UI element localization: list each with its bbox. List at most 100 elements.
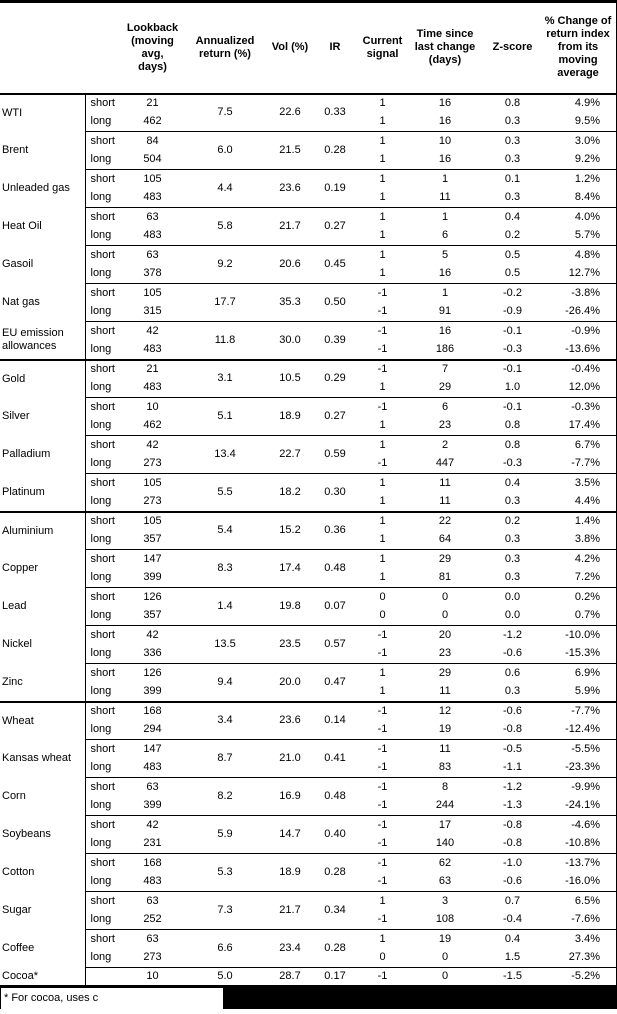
annualized-return-value: 9.2 — [180, 245, 270, 284]
signal-value: -1 — [360, 321, 405, 341]
signal-value: 1 — [379, 229, 386, 242]
ir-value: 0.57 — [310, 625, 360, 664]
signal-value: -1 — [377, 457, 388, 470]
ir-value: 0.19 — [310, 169, 360, 208]
annualized-return-value: 6.0 — [180, 131, 270, 170]
table-row: WTI short 21 7.5 22.6 0.33 1 16 0.8 4.9% — [0, 93, 617, 132]
signal-value: 1 — [360, 663, 405, 683]
time-since-value: 108 — [435, 913, 455, 926]
leg-label: short — [85, 131, 125, 151]
signal-value: 0 — [379, 951, 386, 964]
leg-label: long — [90, 457, 112, 470]
zscore-value: 0.0 — [504, 609, 521, 622]
lookback-value: 252 — [143, 913, 162, 926]
zscore-value: 0.3 — [504, 495, 521, 507]
col-header-leg — [85, 1, 125, 95]
vol-value: 21.7 — [270, 207, 310, 246]
leg-label: long — [90, 495, 112, 507]
pct-change-value: -24.1% — [565, 799, 600, 812]
table-row: long 483 -1 83 -1.1 -23.3% — [0, 759, 617, 778]
leg-label: short — [85, 625, 125, 645]
table-row: Soybeans short 42 5.9 14.7 0.40 -1 17 -0.8 -4.6% — [0, 815, 617, 854]
table-row: long 462 1 23 0.8 17.4% — [0, 417, 617, 436]
leg-label: short — [85, 510, 125, 531]
annualized-return-value: 4.4 — [180, 169, 270, 208]
pct-change-value: -10.0% — [540, 625, 617, 645]
ir-value: 0.28 — [310, 853, 360, 892]
time-since-value: 11 — [405, 739, 485, 759]
zscore-value: 0.3 — [485, 131, 540, 151]
leg-label: short — [85, 853, 125, 873]
table-row: long 483 1 11 0.3 8.4% — [0, 189, 617, 208]
pct-change-value: -5.5% — [540, 739, 617, 759]
zscore-value: -1.3 — [503, 799, 522, 812]
col-header-commodity — [0, 1, 85, 95]
lookback-value: 483 — [143, 191, 162, 204]
table-row: long 483 1 29 1.0 12.0% — [0, 379, 617, 398]
zscore-value: -1.5 — [485, 967, 540, 987]
time-since-value: 16 — [438, 97, 452, 109]
table-row: long 483 -1 63 -0.6 -16.0% — [0, 873, 617, 892]
time-since-value: 16 — [405, 321, 485, 341]
leg-label: short — [85, 929, 125, 949]
annualized-return-value: 5.5 — [180, 473, 270, 512]
time-since-value: 0 — [405, 587, 485, 607]
annualized-return-value: 5.0 — [180, 967, 270, 987]
lookback-value: 462 — [143, 419, 162, 432]
pct-change-value: -13.6% — [565, 343, 600, 355]
zscore-value: 0.3 — [504, 191, 521, 204]
lookback-value: 168 — [125, 853, 180, 873]
ir-value: 0.17 — [310, 967, 360, 987]
zscore-value: 0.8 — [485, 435, 540, 455]
commodity-name: Copper — [0, 549, 86, 588]
zscore-value: -0.8 — [503, 723, 522, 736]
signal-value: -1 — [377, 723, 388, 736]
lookback-value: 399 — [143, 571, 162, 584]
time-since-value: 63 — [438, 875, 452, 888]
time-since-value: 81 — [438, 571, 452, 584]
header-row: Lookback (moving avg, days) Annualized r… — [0, 1, 617, 95]
time-since-value: 2 — [405, 435, 485, 455]
table-row: long 462 1 16 0.3 9.5% — [0, 113, 617, 132]
pct-change-value: -0.3% — [540, 397, 617, 417]
annualized-return-value: 5.1 — [180, 397, 270, 436]
pct-change-value: -13.7% — [540, 853, 617, 873]
zscore-value: 0.4 — [485, 929, 540, 949]
leg-label: long — [90, 571, 112, 584]
lookback-value: 273 — [143, 495, 162, 507]
time-since-value: 11 — [439, 191, 451, 204]
zscore-value: 0.3 — [504, 533, 521, 546]
vol-value: 22.7 — [270, 435, 310, 474]
table-row: long 315 -1 91 -0.9 -26.4% — [0, 303, 617, 322]
zscore-value: 0.3 — [504, 571, 521, 584]
leg-label: short — [85, 663, 125, 683]
momentum-signals-table: Lookback (moving avg, days) Annualized r… — [0, 0, 617, 988]
signal-value: 1 — [379, 419, 386, 432]
commodity-name: EU emission allowances — [0, 321, 86, 360]
pct-change-value: 27.3% — [568, 951, 600, 964]
leg-label: short — [85, 245, 125, 265]
lookback-value: 63 — [125, 245, 180, 265]
zscore-value: 0.4 — [485, 473, 540, 493]
pct-change-value: -9.9% — [540, 777, 617, 797]
leg-label: long — [90, 799, 112, 812]
vol-value: 21.0 — [270, 739, 310, 778]
table-row: long 294 -1 19 -0.8 -12.4% — [0, 721, 617, 740]
zscore-value: -1.0 — [485, 853, 540, 873]
table-row: Nat gas short 105 17.7 35.3 0.50 -1 1 -0.2 -3.8% — [0, 283, 617, 322]
pct-change-value: -15.3% — [565, 647, 600, 660]
leg-label: long — [90, 913, 112, 926]
lookback-value: 483 — [143, 761, 162, 774]
pct-change-value: -26.4% — [565, 305, 600, 318]
commodity-name: Gold — [0, 358, 86, 398]
vol-value: 21.5 — [270, 131, 310, 170]
table-row: Zinc short 126 9.4 20.0 0.47 1 29 0.6 6.9% — [0, 663, 617, 702]
zscore-value: -0.3 — [503, 457, 522, 470]
zscore-value: 0.7 — [485, 891, 540, 911]
table-row: Platinum short 105 5.5 18.2 0.30 1 11 0.4 3.5% — [0, 473, 617, 512]
table-row: long 273 1 11 0.3 4.4% — [0, 493, 617, 512]
pct-change-value: 9.2% — [574, 153, 600, 166]
table-row: long 336 -1 23 -0.6 -15.3% — [0, 645, 617, 664]
zscore-value: 0.2 — [485, 510, 540, 531]
annualized-return-value: 8.7 — [180, 739, 270, 778]
